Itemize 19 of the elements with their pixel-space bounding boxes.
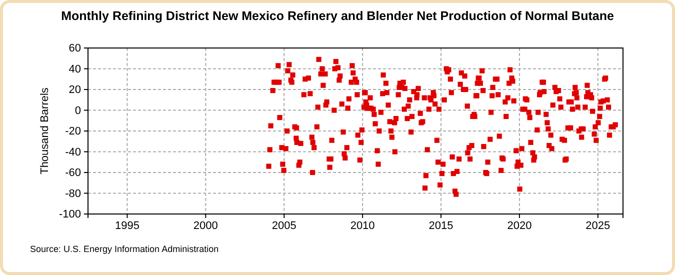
y-tick-label: -80 bbox=[65, 188, 81, 200]
x-tick-label: 2025 bbox=[586, 220, 610, 232]
x-tick-label: 2010 bbox=[350, 220, 375, 232]
y-tick-label: -40 bbox=[65, 146, 81, 158]
y-tick-label: -100 bbox=[58, 208, 81, 221]
x-tick-label: 1995 bbox=[114, 220, 140, 232]
x-tick-label: 2015 bbox=[428, 220, 454, 232]
y-axis-title: Thousand Barrels bbox=[39, 87, 51, 174]
source-note: Source: U.S. Energy Information Administration bbox=[30, 244, 219, 254]
x-tick-label: 2020 bbox=[507, 220, 532, 232]
y-tick-label: 40 bbox=[68, 63, 81, 76]
y-tick-label: -20 bbox=[65, 126, 81, 138]
y-tick-label: -60 bbox=[65, 167, 81, 180]
y-tick-label: 20 bbox=[68, 84, 81, 96]
y-tick-label: 60 bbox=[68, 42, 81, 55]
x-tick-label: 2000 bbox=[193, 220, 218, 232]
chart-title: Monthly Refining District New Mexico Refinery and Blender Net Production of Normal Butane bbox=[61, 9, 614, 23]
y-tick-label: 0 bbox=[74, 104, 81, 117]
x-tick-label: 2005 bbox=[272, 220, 296, 232]
